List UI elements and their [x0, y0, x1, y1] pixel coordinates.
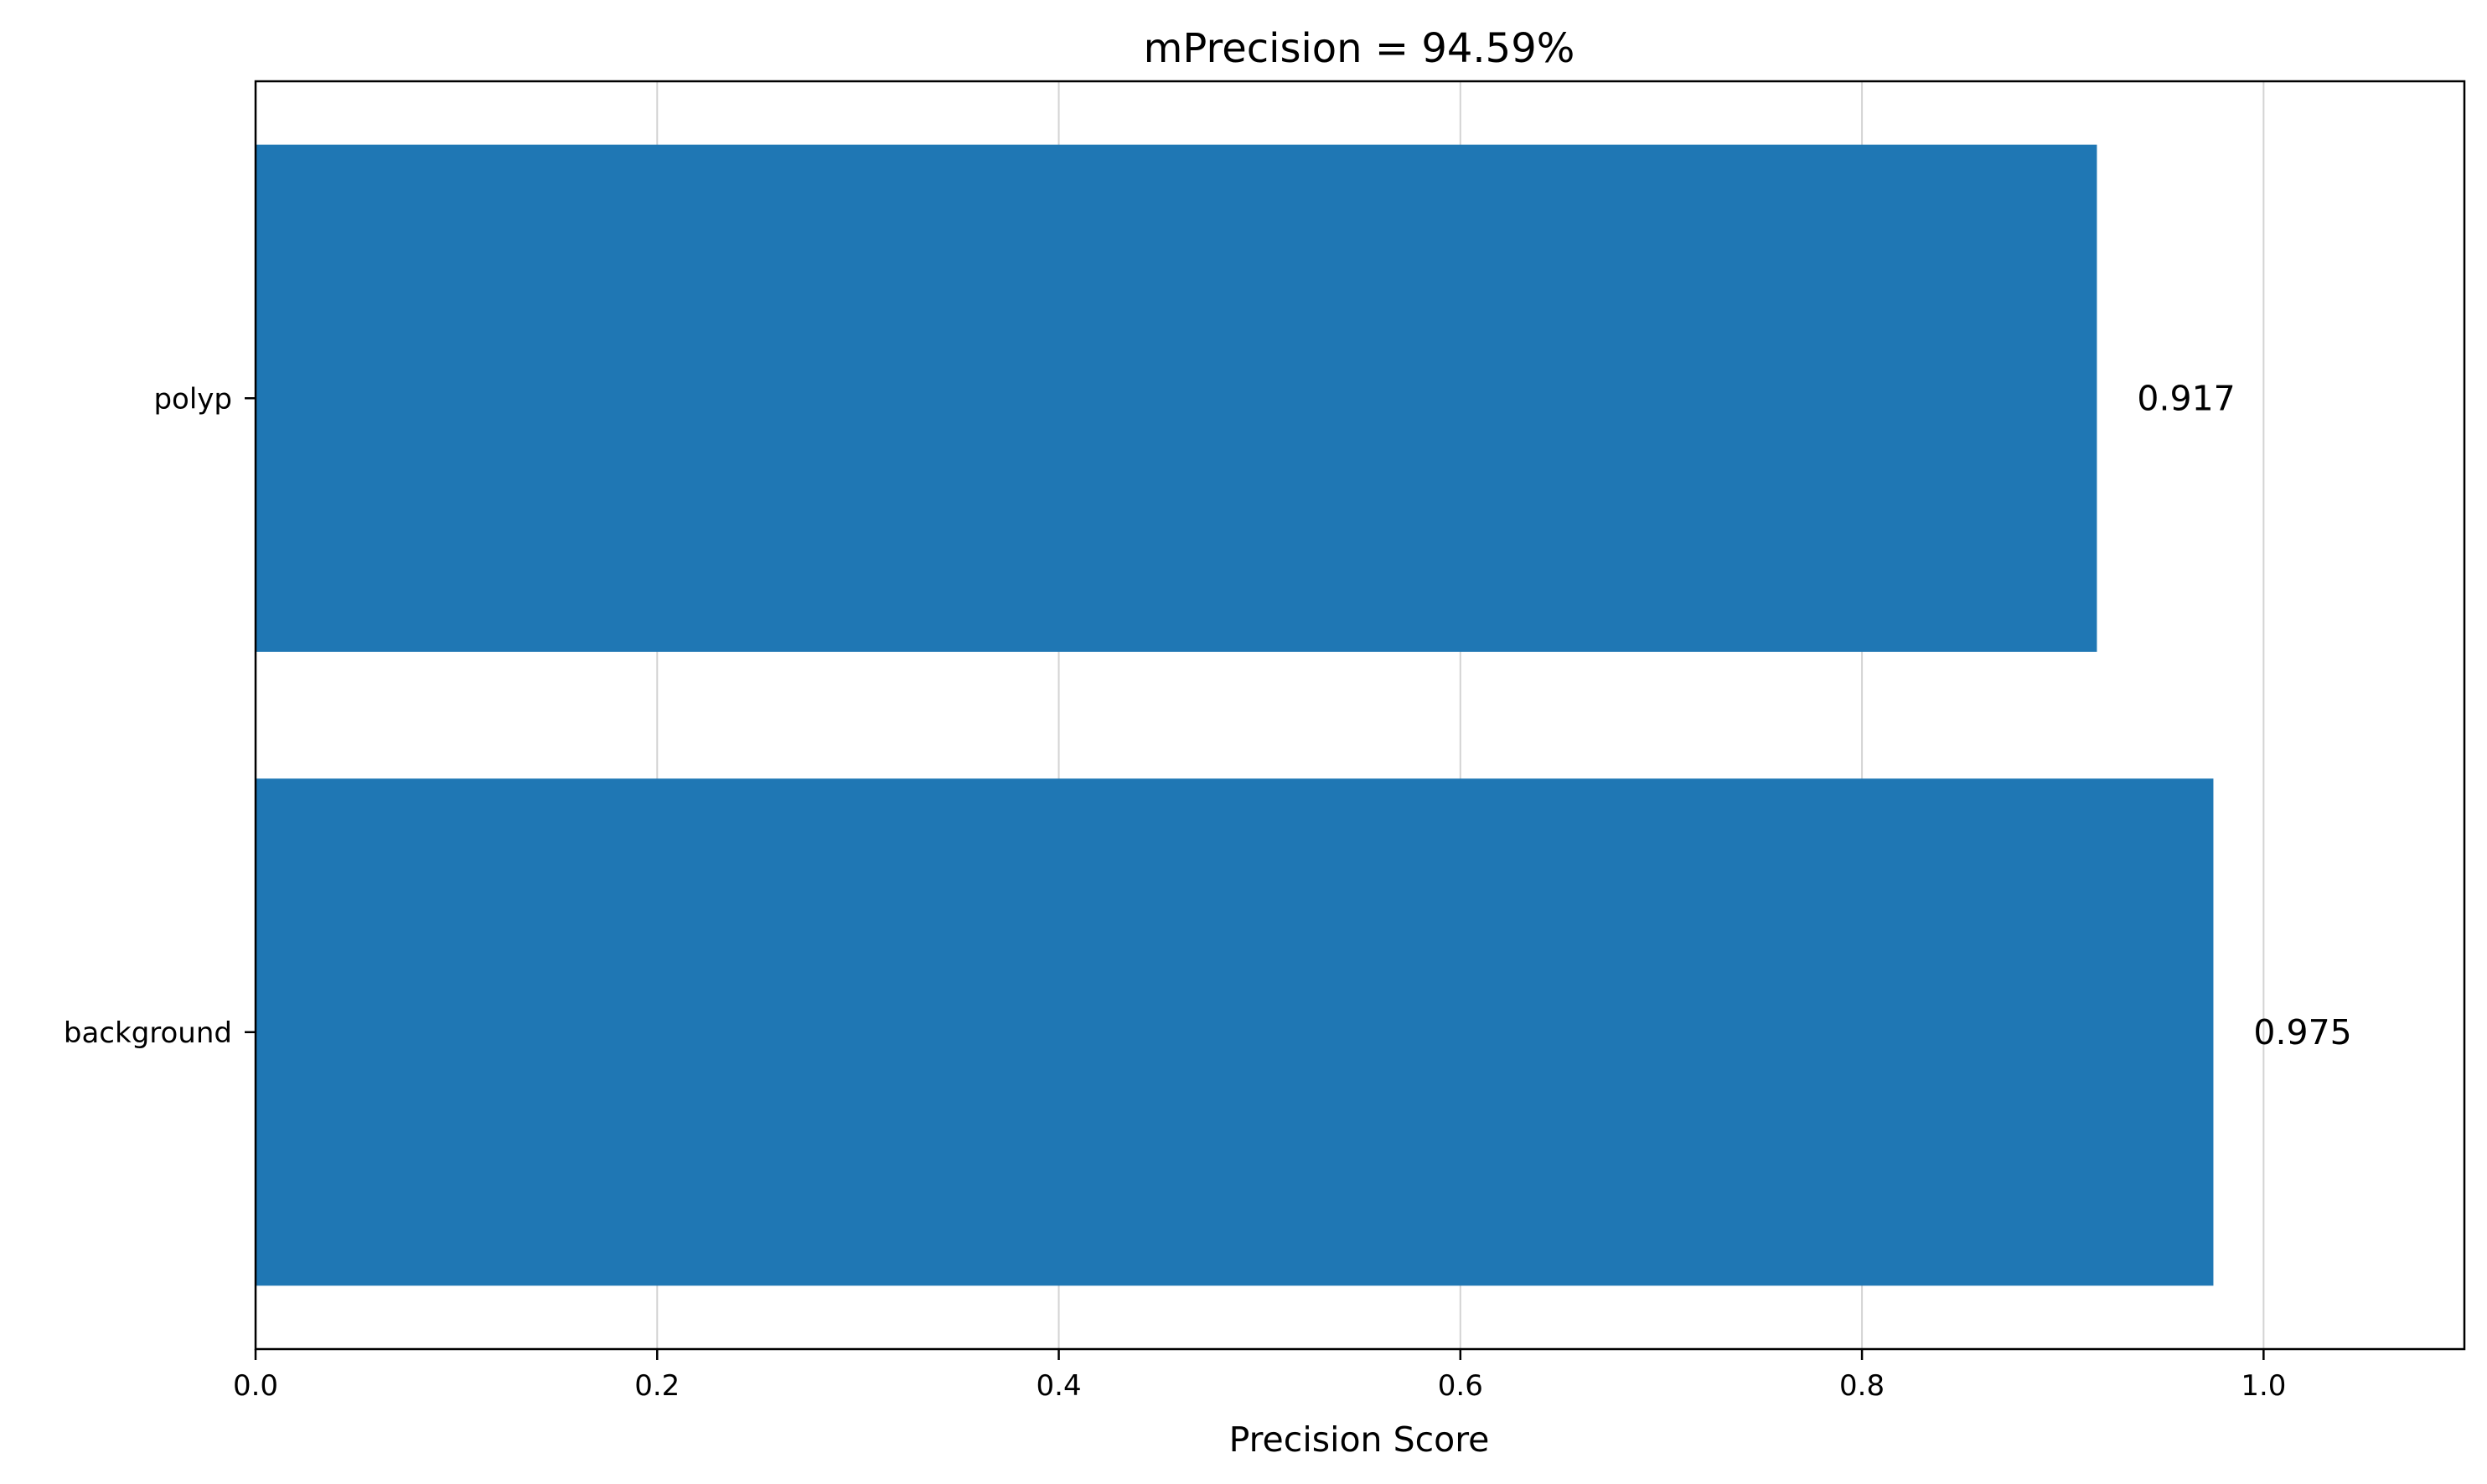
- x-tick-label: 0.4: [1037, 1369, 1082, 1403]
- x-tick-label: 0.0: [233, 1369, 278, 1403]
- x-tick-label: 0.8: [1839, 1369, 1885, 1403]
- value-label-background: 0.975: [2253, 1012, 2351, 1052]
- value-label-polyp: 0.917: [2137, 378, 2235, 418]
- x-ticks: 0.0 0.2 0.4 0.6 0.8 1.0: [233, 1349, 2286, 1403]
- y-tick-label: background: [64, 1016, 232, 1050]
- plot-frame: [254, 80, 2466, 1351]
- y-tick-label: polyp: [153, 382, 232, 416]
- bar-polyp: [256, 144, 2097, 652]
- chart-title: mPrecision = 94.59%: [1144, 25, 1575, 72]
- x-tick-label: 0.2: [634, 1369, 680, 1403]
- y-ticks: background polyp: [64, 382, 256, 1050]
- x-tick-label: 1.0: [2241, 1369, 2286, 1403]
- bar-background: [256, 778, 2214, 1286]
- x-axis-label: Precision Score: [1229, 1419, 1490, 1460]
- value-labels: 0.975 0.917: [2137, 378, 2351, 1052]
- x-tick-label: 0.6: [1438, 1369, 1483, 1403]
- bars: [256, 144, 2214, 1286]
